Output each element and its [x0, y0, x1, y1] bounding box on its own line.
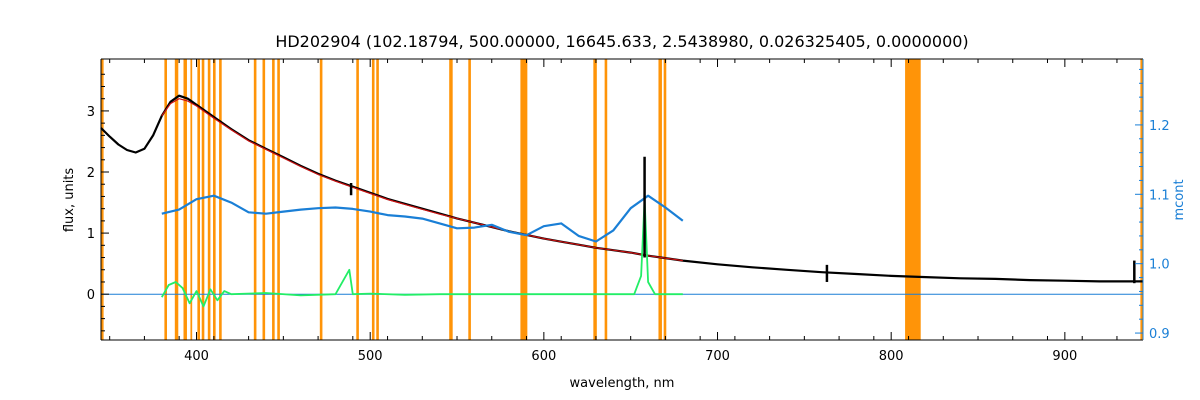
masked-region-3 [183, 59, 187, 340]
masked-region-21 [593, 59, 597, 340]
masked-region-2 [174, 59, 179, 340]
masked-region-26 [1140, 59, 1143, 340]
y-right-tick-label-1: 1.0 [1149, 258, 1170, 273]
masked-region-11 [262, 59, 266, 340]
masked-region-7 [207, 59, 211, 340]
masked-region-22 [604, 59, 608, 340]
x-tick-label-800: 800 [879, 349, 904, 364]
masked-region-14 [319, 59, 323, 340]
masked-region-24 [663, 59, 667, 340]
masked-region-8 [213, 59, 216, 340]
x-tick-label-500: 500 [358, 349, 383, 364]
masked-region-0 [101, 59, 104, 340]
masked-region-9 [219, 59, 222, 340]
chart-title: HD202904 (102.18794, 500.00000, 16645.63… [275, 32, 968, 51]
x-tick-label-700: 700 [705, 349, 730, 364]
masked-regions [101, 59, 1143, 340]
masked-region-6 [201, 59, 205, 340]
masked-region-10 [253, 59, 257, 340]
axis-ticks: 400 500 600 700 800 900 0 1 2 3 0.9 1.0 1.1 1.2 [87, 59, 1170, 364]
x-tick-label-900: 900 [1052, 349, 1077, 364]
masked-region-23 [658, 59, 662, 340]
x-axis-label: wavelength, nm [570, 376, 675, 391]
masked-region-1 [164, 59, 167, 340]
series-group [100, 94, 1143, 308]
y-tick-label-0: 0 [87, 288, 95, 303]
right-y-axis-label: mcont [1172, 179, 1187, 220]
masked-region-17 [376, 59, 379, 340]
x-tick-label-400: 400 [184, 349, 209, 364]
series-residual [161, 198, 683, 308]
masked-region-20 [520, 59, 528, 340]
series-model [161, 98, 683, 262]
masked-region-12 [272, 59, 275, 340]
masked-region-25 [905, 59, 921, 340]
y-tick-label-2: 2 [87, 166, 95, 181]
y-tick-label-3: 3 [87, 105, 95, 120]
masked-region-19 [468, 59, 471, 340]
masked-region-18 [449, 59, 453, 340]
y-right-tick-label-1.1: 1.1 [1149, 188, 1170, 203]
y-right-tick-label-0.9: 0.9 [1149, 327, 1170, 342]
series-flux [100, 94, 1143, 283]
y-axis-label: flux, units [62, 168, 77, 233]
masked-region-16 [371, 59, 375, 340]
masked-region-13 [277, 59, 280, 340]
masked-region-4 [190, 59, 193, 340]
x-tick-label-600: 600 [531, 349, 556, 364]
y-tick-label-1: 1 [87, 227, 95, 242]
plot-frame [100, 58, 1144, 341]
series-mcont [161, 194, 684, 243]
y-right-tick-label-1.2: 1.2 [1149, 119, 1170, 134]
masked-region-15 [356, 59, 359, 340]
